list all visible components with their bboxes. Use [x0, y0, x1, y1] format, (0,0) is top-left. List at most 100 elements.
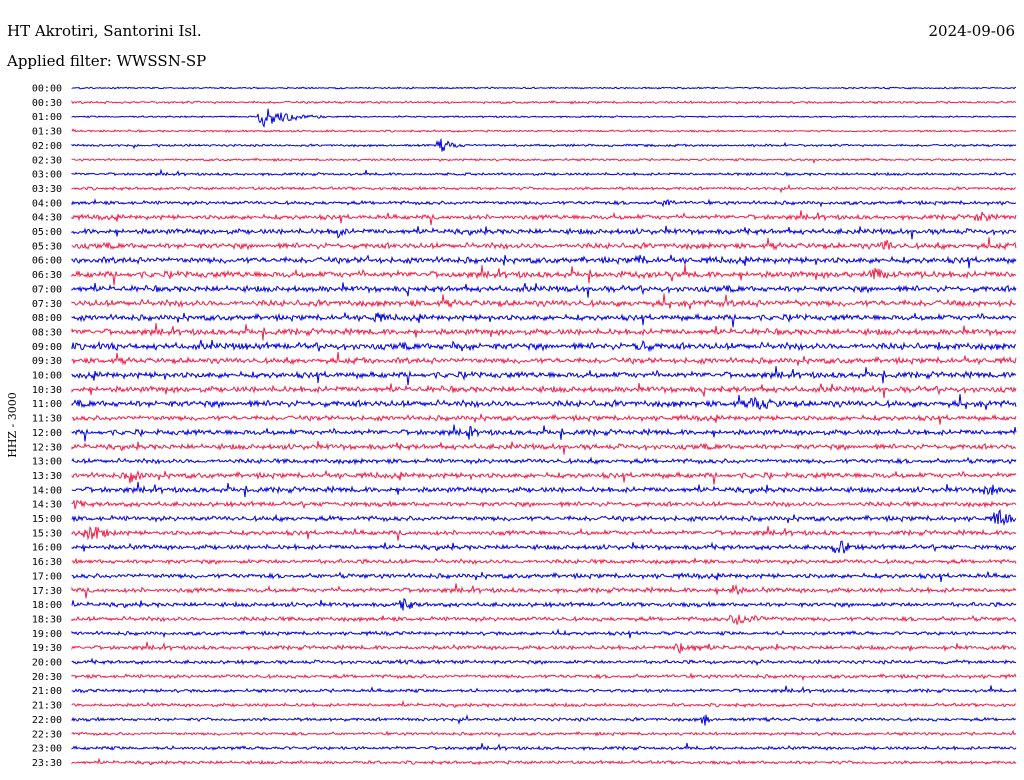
time-tick-label: 07:30: [32, 299, 62, 310]
time-tick-label: 10:30: [32, 385, 62, 396]
trace-row-0600: [71, 254, 1017, 269]
time-tick-label: 03:30: [32, 184, 62, 195]
seismic-traces: [71, 86, 1017, 766]
time-tick-label: 01:30: [32, 127, 62, 138]
time-tick-label: 21:00: [32, 686, 62, 697]
time-tick-label: 11:00: [32, 399, 62, 410]
recording-date: 2024-09-06: [928, 22, 1015, 40]
trace-row-1730: [71, 583, 1017, 599]
trace-row-1930: [71, 641, 1017, 655]
trace-row-0500: [71, 225, 1017, 240]
trace-row-2130: [71, 699, 1017, 709]
trace-row-0530: [71, 237, 1017, 251]
time-tick-label: 13:30: [32, 471, 62, 482]
trace-row-1030: [71, 382, 1017, 399]
trace-row-0030: [71, 100, 1017, 105]
trace-row-2100: [71, 685, 1017, 694]
trace-row-0300: [71, 168, 1017, 177]
trace-row-2030: [71, 672, 1017, 682]
time-tick-label: 04:00: [32, 198, 62, 209]
time-tick-label: 02:30: [32, 155, 62, 166]
trace-row-2230: [71, 729, 1017, 738]
time-tick-label: 19:00: [32, 629, 62, 640]
time-tick-label: 23:00: [32, 744, 62, 755]
trace-row-1330: [71, 469, 1017, 485]
trace-row-1200: [71, 424, 1017, 442]
time-tick-label: 05:00: [32, 227, 62, 238]
time-tick-label: 23:30: [32, 758, 62, 769]
trace-row-1430: [71, 499, 1017, 510]
trace-row-1600: [71, 540, 1017, 554]
time-tick-label: 13:00: [32, 457, 62, 468]
trace-row-0100: [71, 108, 1017, 128]
time-tick-label: 20:30: [32, 672, 62, 683]
trace-row-1100: [71, 393, 1017, 410]
time-tick-label: 01:00: [32, 112, 62, 123]
trace-row-0400: [71, 198, 1017, 208]
station-title: HT Akrotiri, Santorini Isl.: [7, 22, 202, 40]
trace-row-0230: [71, 157, 1017, 165]
time-tick-label: 07:00: [32, 284, 62, 295]
time-tick-labels: 00:00 00:30 01:00 01:30 02:00 02:30 03:00 03:30…: [32, 84, 62, 769]
time-tick-label: 22:00: [32, 715, 62, 726]
time-tick-label: 16:00: [32, 543, 62, 554]
trace-row-2300: [71, 742, 1017, 752]
time-tick-label: 22:30: [32, 729, 62, 740]
time-tick-label: 11:30: [32, 414, 62, 425]
trace-row-1230: [71, 440, 1017, 455]
trace-row-0730: [71, 293, 1017, 310]
time-tick-label: 00:30: [32, 98, 62, 109]
trace-row-1900: [71, 628, 1017, 639]
time-tick-label: 04:30: [32, 213, 62, 224]
trace-row-0430: [71, 210, 1017, 226]
trace-row-1300: [71, 456, 1017, 466]
trace-row-0800: [71, 312, 1017, 328]
time-tick-label: 06:30: [32, 270, 62, 281]
time-tick-label: 14:30: [32, 500, 62, 511]
trace-row-1630: [71, 557, 1017, 566]
time-tick-label: 18:00: [32, 600, 62, 611]
time-tick-label: 16:30: [32, 557, 62, 568]
trace-row-1830: [71, 614, 1017, 625]
trace-row-0830: [71, 323, 1017, 341]
trace-row-0700: [71, 282, 1017, 298]
time-tick-label: 19:30: [32, 643, 62, 654]
trace-row-2330: [71, 757, 1017, 766]
time-tick-label: 05:30: [32, 241, 62, 252]
time-tick-label: 06:00: [32, 256, 62, 267]
time-tick-label: 20:00: [32, 658, 62, 669]
time-tick-label: 10:00: [32, 371, 62, 382]
time-tick-label: 09:30: [32, 356, 62, 367]
trace-row-1130: [71, 413, 1017, 425]
time-tick-label: 12:30: [32, 442, 62, 453]
time-tick-label: 02:00: [32, 141, 62, 152]
trace-row-0930: [71, 351, 1017, 366]
time-tick-label: 08:30: [32, 327, 62, 338]
time-tick-label: 08:00: [32, 313, 62, 324]
trace-row-1700: [71, 571, 1017, 583]
time-tick-label: 12:00: [32, 428, 62, 439]
trace-row-0900: [71, 339, 1017, 353]
trace-row-1000: [71, 366, 1017, 386]
trace-row-2000: [71, 657, 1017, 667]
trace-row-1400: [71, 481, 1017, 498]
trace-row-0200: [71, 138, 1017, 152]
time-tick-label: 15:00: [32, 514, 62, 525]
trace-row-0330: [71, 183, 1017, 194]
time-tick-label: 15:30: [32, 528, 62, 539]
time-tick-label: 17:00: [32, 571, 62, 582]
time-tick-label: 14:00: [32, 485, 62, 496]
time-tick-label: 09:00: [32, 342, 62, 353]
time-tick-label: 17:30: [32, 586, 62, 597]
time-tick-label: 00:00: [32, 84, 62, 95]
time-tick-label: 21:30: [32, 701, 62, 712]
trace-row-2200: [71, 714, 1017, 726]
trace-row-0130: [71, 128, 1017, 134]
applied-filter-label: Applied filter: WWSSN-SP: [7, 52, 207, 70]
trace-row-0000: [71, 86, 1017, 90]
trace-row-0630: [71, 264, 1017, 286]
y-axis-label: HHZ - 3000: [6, 392, 19, 458]
trace-row-1500: [71, 508, 1017, 527]
trace-row-1800: [71, 598, 1017, 611]
